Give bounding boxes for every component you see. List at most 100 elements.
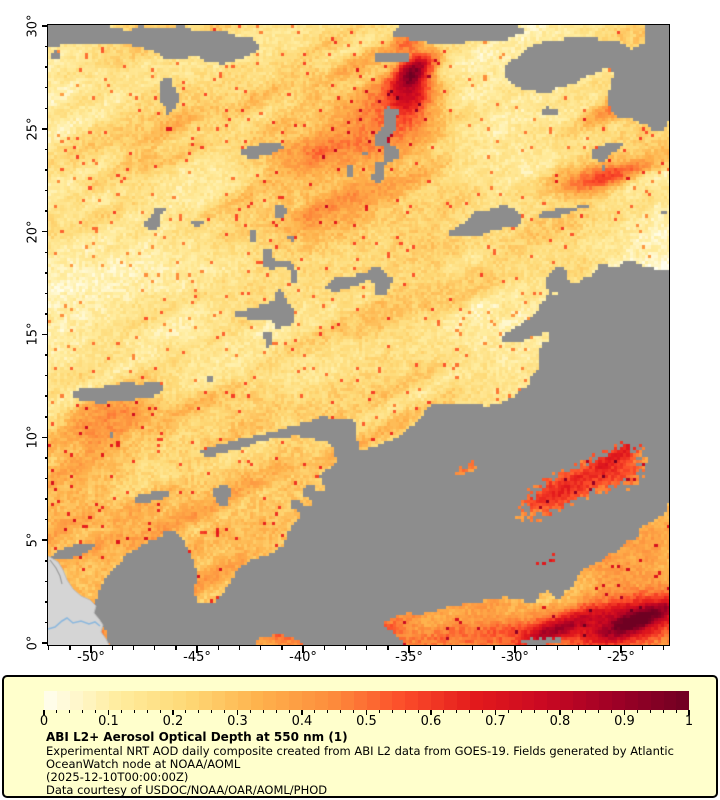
colorbar-segment — [650, 691, 664, 710]
colorbar-major-tick — [623, 710, 626, 715]
colorbar-minor-tick — [353, 710, 355, 713]
y-tick-label: 0° — [25, 635, 41, 651]
colorbar-segment — [121, 691, 135, 710]
x-minor-tick — [365, 646, 368, 650]
y-minor-tick — [44, 272, 48, 274]
colorbar-minor-tick — [95, 710, 97, 713]
legend-description-line: Experimental NRT AOD daily composite cre… — [46, 744, 674, 758]
x-major-tick — [620, 646, 622, 653]
y-tick-label: 25° — [25, 117, 41, 141]
x-minor-tick — [471, 646, 474, 650]
x-minor-tick — [344, 646, 347, 650]
x-minor-tick — [323, 646, 325, 650]
colorbar-segment — [457, 691, 470, 710]
y-major-tick — [41, 25, 48, 27]
colorbar-segment — [198, 691, 212, 710]
x-minor-tick — [599, 646, 601, 650]
y-tick-label: 20° — [25, 220, 41, 244]
colorbar-minor-tick — [69, 710, 71, 713]
colorbar-segment — [663, 691, 677, 710]
colorbar-minor-tick — [546, 710, 548, 713]
x-minor-tick — [238, 646, 241, 650]
colorbar-segment — [134, 691, 148, 710]
colorbar-tick-label: 0.9 — [614, 714, 635, 729]
colorbar-minor-tick — [443, 710, 445, 713]
colorbar-segment — [95, 691, 109, 710]
colorbar-minor-tick — [211, 710, 213, 713]
colorbar-minor-tick — [120, 710, 122, 713]
x-minor-tick — [577, 646, 580, 650]
y-major-tick — [41, 333, 48, 336]
x-tick-label: -25° — [607, 650, 635, 665]
y-minor-tick — [44, 107, 48, 110]
y-minor-tick — [44, 518, 48, 521]
colorbar-segment — [573, 691, 587, 710]
colorbar-segment — [469, 691, 483, 710]
colorbar-segment — [366, 691, 380, 710]
colorbar-minor-tick — [675, 710, 677, 713]
colorbar-segment — [392, 691, 406, 710]
colorbar-minor-tick — [327, 710, 329, 713]
colorbar-major-tick — [688, 710, 690, 715]
colorbar-major-tick — [43, 710, 45, 715]
colorbar-tick-label: 1 — [684, 714, 694, 729]
colorbar-segment — [624, 691, 638, 710]
x-minor-tick — [641, 646, 643, 650]
x-minor-tick — [132, 646, 135, 650]
x-minor-tick — [535, 646, 537, 650]
colorbar-segment — [56, 691, 70, 710]
colorbar-segment — [69, 691, 83, 710]
x-minor-tick — [111, 646, 113, 650]
aod-map-raster — [48, 25, 670, 646]
colorbar-segment — [547, 691, 561, 710]
colorbar-minor-tick — [56, 710, 58, 713]
colorbar-minor-tick — [417, 710, 419, 713]
colorbar-minor-tick — [572, 710, 574, 713]
y-minor-tick — [44, 580, 48, 583]
colorbar-minor-tick — [585, 710, 587, 713]
colorbar-minor-tick — [662, 710, 664, 713]
y-minor-tick — [44, 66, 48, 68]
y-minor-tick — [44, 457, 48, 459]
colorbar-segment — [598, 691, 612, 710]
y-minor-tick — [44, 86, 48, 89]
colorbar-minor-tick — [611, 710, 613, 713]
x-major-tick — [408, 646, 410, 653]
colorbar-segment — [482, 691, 496, 710]
y-minor-tick — [44, 251, 48, 254]
colorbar-tick-label: 0.2 — [162, 714, 184, 729]
colorbar-minor-tick — [82, 710, 84, 713]
y-minor-tick — [44, 292, 48, 295]
colorbar-minor-tick — [378, 710, 380, 713]
y-minor-tick — [44, 354, 48, 356]
colorbar-minor-tick — [288, 710, 290, 713]
y-minor-tick — [44, 621, 48, 624]
y-major-tick — [41, 230, 48, 233]
y-tick-label: 10° — [25, 425, 41, 449]
x-tick-label: -35° — [395, 650, 423, 665]
colorbar-segment — [289, 691, 303, 710]
y-major-tick — [41, 436, 48, 439]
colorbar-segment — [224, 691, 238, 710]
colorbar-minor-tick — [482, 710, 484, 713]
colorbar-minor-tick — [507, 710, 509, 713]
colorbar-minor-tick — [533, 710, 535, 713]
colorbar-minor-tick — [649, 710, 651, 713]
y-minor-tick — [44, 416, 48, 418]
x-major-tick — [302, 646, 304, 653]
y-minor-tick — [44, 148, 48, 151]
colorbar-segment — [185, 691, 199, 710]
colorbar-minor-tick — [598, 710, 600, 713]
y-minor-tick — [44, 313, 48, 315]
colorbar-segment — [508, 691, 522, 710]
y-minor-tick — [44, 169, 48, 171]
x-tick-label: -40° — [289, 650, 317, 665]
colorbar-major-tick — [107, 710, 110, 715]
x-minor-tick — [662, 646, 665, 650]
y-minor-tick — [44, 210, 48, 212]
colorbar-minor-tick — [249, 710, 251, 713]
colorbar-segment — [431, 691, 445, 710]
colorbar-minor-tick — [133, 710, 135, 713]
colorbar-minor-tick — [340, 710, 342, 713]
